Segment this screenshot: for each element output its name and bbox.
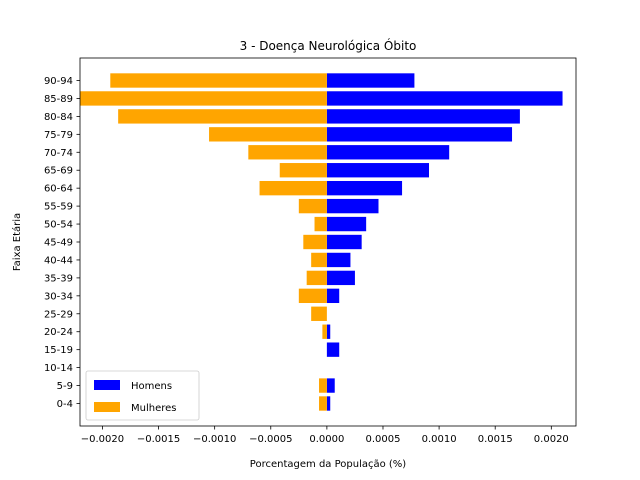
y-axis-ticks: 0-4 5-9 10-14 15-19 20-24 25-29 30-34 35-39 40-4… <box>44 76 80 410</box>
y-tick-label: 80-84 <box>44 112 73 123</box>
y-tick-label: 85-89 <box>44 94 73 105</box>
bar-homens-85-89 <box>326 91 563 106</box>
bar-mulheres-40-44 <box>311 252 327 268</box>
bar-homens-55-59 <box>326 198 379 214</box>
y-tick-label: 20-24 <box>44 327 73 338</box>
bar-homens-50-54 <box>326 216 367 232</box>
y-tick-label: 15-19 <box>44 345 73 356</box>
bar-mulheres-20-24 <box>322 324 327 339</box>
y-tick-label: 70-74 <box>44 148 73 159</box>
bar-mulheres-70-74 <box>248 145 327 160</box>
y-tick-label: 0-4 <box>57 399 73 410</box>
bar-mulheres-35-39 <box>306 270 327 286</box>
bars-group <box>80 73 563 411</box>
x-axis-ticks: −0.0020 −0.0015 −0.0010 −0.0005 0.0000 0.0005… <box>81 426 569 445</box>
bar-mulheres-55-59 <box>298 198 327 214</box>
y-tick-label: 40-44 <box>44 255 73 266</box>
bar-mulheres-30-34 <box>298 288 327 304</box>
y-tick-label: 90-94 <box>44 76 73 87</box>
bar-homens-15-19 <box>326 342 340 357</box>
bar-mulheres-90-94 <box>110 73 327 88</box>
y-tick-label: 50-54 <box>44 220 73 231</box>
x-tick-label: 0.0000 <box>309 434 344 445</box>
bar-mulheres-65-69 <box>279 163 327 178</box>
bar-mulheres-25-29 <box>311 306 327 321</box>
bar-homens-75-79 <box>326 127 513 142</box>
bar-homens-40-44 <box>326 252 351 268</box>
y-tick-label: 35-39 <box>44 273 73 284</box>
bar-homens-0-4 <box>326 396 331 411</box>
legend: Homens Mulheres <box>85 370 200 421</box>
bar-homens-80-84 <box>326 109 520 124</box>
bar-homens-65-69 <box>326 163 429 178</box>
legend-swatch-homens <box>94 380 120 390</box>
bar-mulheres-60-64 <box>259 180 327 196</box>
bar-mulheres-45-49 <box>303 234 327 250</box>
x-tick-label: 0.0010 <box>422 434 457 445</box>
bar-mulheres-50-54 <box>314 216 327 232</box>
x-tick-label: 0.0015 <box>478 434 513 445</box>
bar-homens-90-94 <box>326 73 415 88</box>
chart-title: 3 - Doença Neurológica Óbito <box>240 38 417 53</box>
bar-mulheres-85-89 <box>80 91 327 106</box>
x-tick-label: −0.0005 <box>249 434 292 445</box>
x-tick-label: −0.0015 <box>137 434 180 445</box>
y-tick-label: 75-79 <box>44 130 73 141</box>
x-tick-label: 0.0005 <box>365 434 400 445</box>
x-tick-label: −0.0020 <box>81 434 124 445</box>
y-tick-label: 55-59 <box>44 202 73 213</box>
bar-homens-45-49 <box>326 234 362 250</box>
y-tick-label: 45-49 <box>44 238 73 249</box>
bar-mulheres-5-9 <box>319 378 327 393</box>
bar-mulheres-75-79 <box>209 127 327 142</box>
legend-label-homens: Homens <box>131 381 172 392</box>
legend-swatch-mulheres <box>94 402 120 412</box>
y-tick-label: 25-29 <box>44 309 73 320</box>
bar-homens-30-34 <box>326 288 340 304</box>
y-axis-label: Faixa Etária <box>11 213 23 271</box>
y-tick-label: 30-34 <box>44 291 73 302</box>
bar-mulheres-80-84 <box>118 109 327 124</box>
y-tick-label: 60-64 <box>44 184 73 195</box>
bar-mulheres-0-4 <box>319 396 327 411</box>
bar-homens-60-64 <box>326 180 403 196</box>
y-tick-label: 10-14 <box>44 363 73 374</box>
bar-homens-35-39 <box>326 270 355 286</box>
bar-homens-5-9 <box>326 378 335 393</box>
bar-homens-70-74 <box>326 145 450 160</box>
y-tick-label: 5-9 <box>57 381 73 392</box>
x-axis-label: Porcentagem da População (%) <box>250 459 407 470</box>
bar-homens-20-24 <box>326 324 331 339</box>
plot-frame <box>79 57 577 427</box>
x-tick-label: 0.0020 <box>534 434 569 445</box>
x-tick-label: −0.0010 <box>193 434 236 445</box>
y-tick-label: 65-69 <box>44 166 73 177</box>
legend-label-mulheres: Mulheres <box>131 403 177 414</box>
